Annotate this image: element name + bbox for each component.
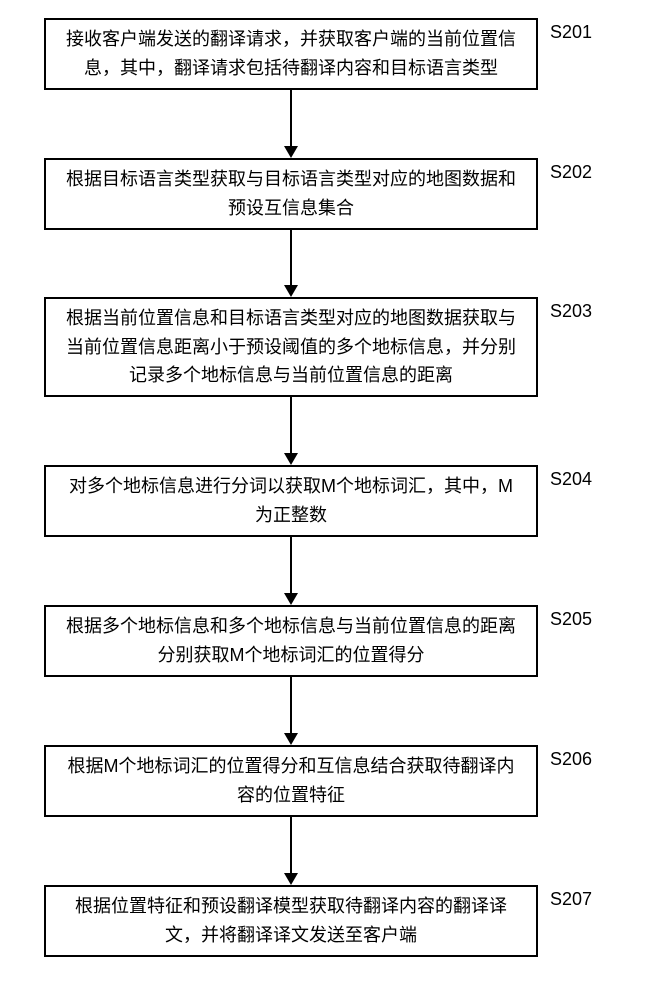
flow-node-s204: 对多个地标信息进行分词以获取M个地标词汇，其中，M为正整数 S204 xyxy=(44,465,606,537)
flow-arrow xyxy=(290,817,292,883)
flow-node-label: S207 xyxy=(550,889,592,910)
flow-arrow xyxy=(290,230,292,295)
flow-node-text: 根据当前位置信息和目标语言类型对应的地图数据获取与当前位置信息距离小于预设阈值的… xyxy=(62,304,520,390)
flow-node-s203: 根据当前位置信息和目标语言类型对应的地图数据获取与当前位置信息距离小于预设阈值的… xyxy=(44,297,606,397)
flow-node-s201: 接收客户端发送的翻译请求，并获取客户端的当前位置信息，其中，翻译请求包括待翻译内… xyxy=(44,18,606,90)
flow-arrow xyxy=(290,397,292,463)
flow-node-s206: 根据M个地标词汇的位置得分和互信息结合获取待翻译内容的位置特征 S206 xyxy=(44,745,606,817)
flow-node-text: 根据位置特征和预设翻译模型获取待翻译内容的翻译译文，并将翻译译文发送至客户端 xyxy=(62,892,520,950)
flow-node-text: 根据目标语言类型获取与目标语言类型对应的地图数据和预设互信息集合 xyxy=(62,165,520,223)
flow-node-label: S206 xyxy=(550,749,592,770)
flow-node-box: 根据当前位置信息和目标语言类型对应的地图数据获取与当前位置信息距离小于预设阈值的… xyxy=(44,297,538,397)
flow-node-box: 根据目标语言类型获取与目标语言类型对应的地图数据和预设互信息集合 xyxy=(44,158,538,230)
flow-node-label: S202 xyxy=(550,162,592,183)
flow-arrow xyxy=(290,537,292,603)
flow-node-box: 接收客户端发送的翻译请求，并获取客户端的当前位置信息，其中，翻译请求包括待翻译内… xyxy=(44,18,538,90)
flow-node-text: 接收客户端发送的翻译请求，并获取客户端的当前位置信息，其中，翻译请求包括待翻译内… xyxy=(62,25,520,83)
flow-node-box: 根据M个地标词汇的位置得分和互信息结合获取待翻译内容的位置特征 xyxy=(44,745,538,817)
flow-node-box: 根据位置特征和预设翻译模型获取待翻译内容的翻译译文，并将翻译译文发送至客户端 xyxy=(44,885,538,957)
flow-arrow xyxy=(290,677,292,743)
flow-node-text: 对多个地标信息进行分词以获取M个地标词汇，其中，M为正整数 xyxy=(62,472,520,530)
flow-node-label: S201 xyxy=(550,22,592,43)
flow-node-label: S205 xyxy=(550,609,592,630)
flow-node-text: 根据M个地标词汇的位置得分和互信息结合获取待翻译内容的位置特征 xyxy=(62,752,520,810)
flow-node-s202: 根据目标语言类型获取与目标语言类型对应的地图数据和预设互信息集合 S202 xyxy=(44,158,606,230)
flow-node-box: 对多个地标信息进行分词以获取M个地标词汇，其中，M为正整数 xyxy=(44,465,538,537)
flow-node-text: 根据多个地标信息和多个地标信息与当前位置信息的距离分别获取M个地标词汇的位置得分 xyxy=(62,612,520,670)
flow-node-label: S204 xyxy=(550,469,592,490)
flow-node-label: S203 xyxy=(550,301,592,322)
flow-arrow xyxy=(290,90,292,156)
flow-node-s207: 根据位置特征和预设翻译模型获取待翻译内容的翻译译文，并将翻译译文发送至客户端 S… xyxy=(44,885,606,957)
flowchart-container: 接收客户端发送的翻译请求，并获取客户端的当前位置信息，其中，翻译请求包括待翻译内… xyxy=(0,0,650,1000)
flow-node-s205: 根据多个地标信息和多个地标信息与当前位置信息的距离分别获取M个地标词汇的位置得分… xyxy=(44,605,606,677)
flow-node-box: 根据多个地标信息和多个地标信息与当前位置信息的距离分别获取M个地标词汇的位置得分 xyxy=(44,605,538,677)
